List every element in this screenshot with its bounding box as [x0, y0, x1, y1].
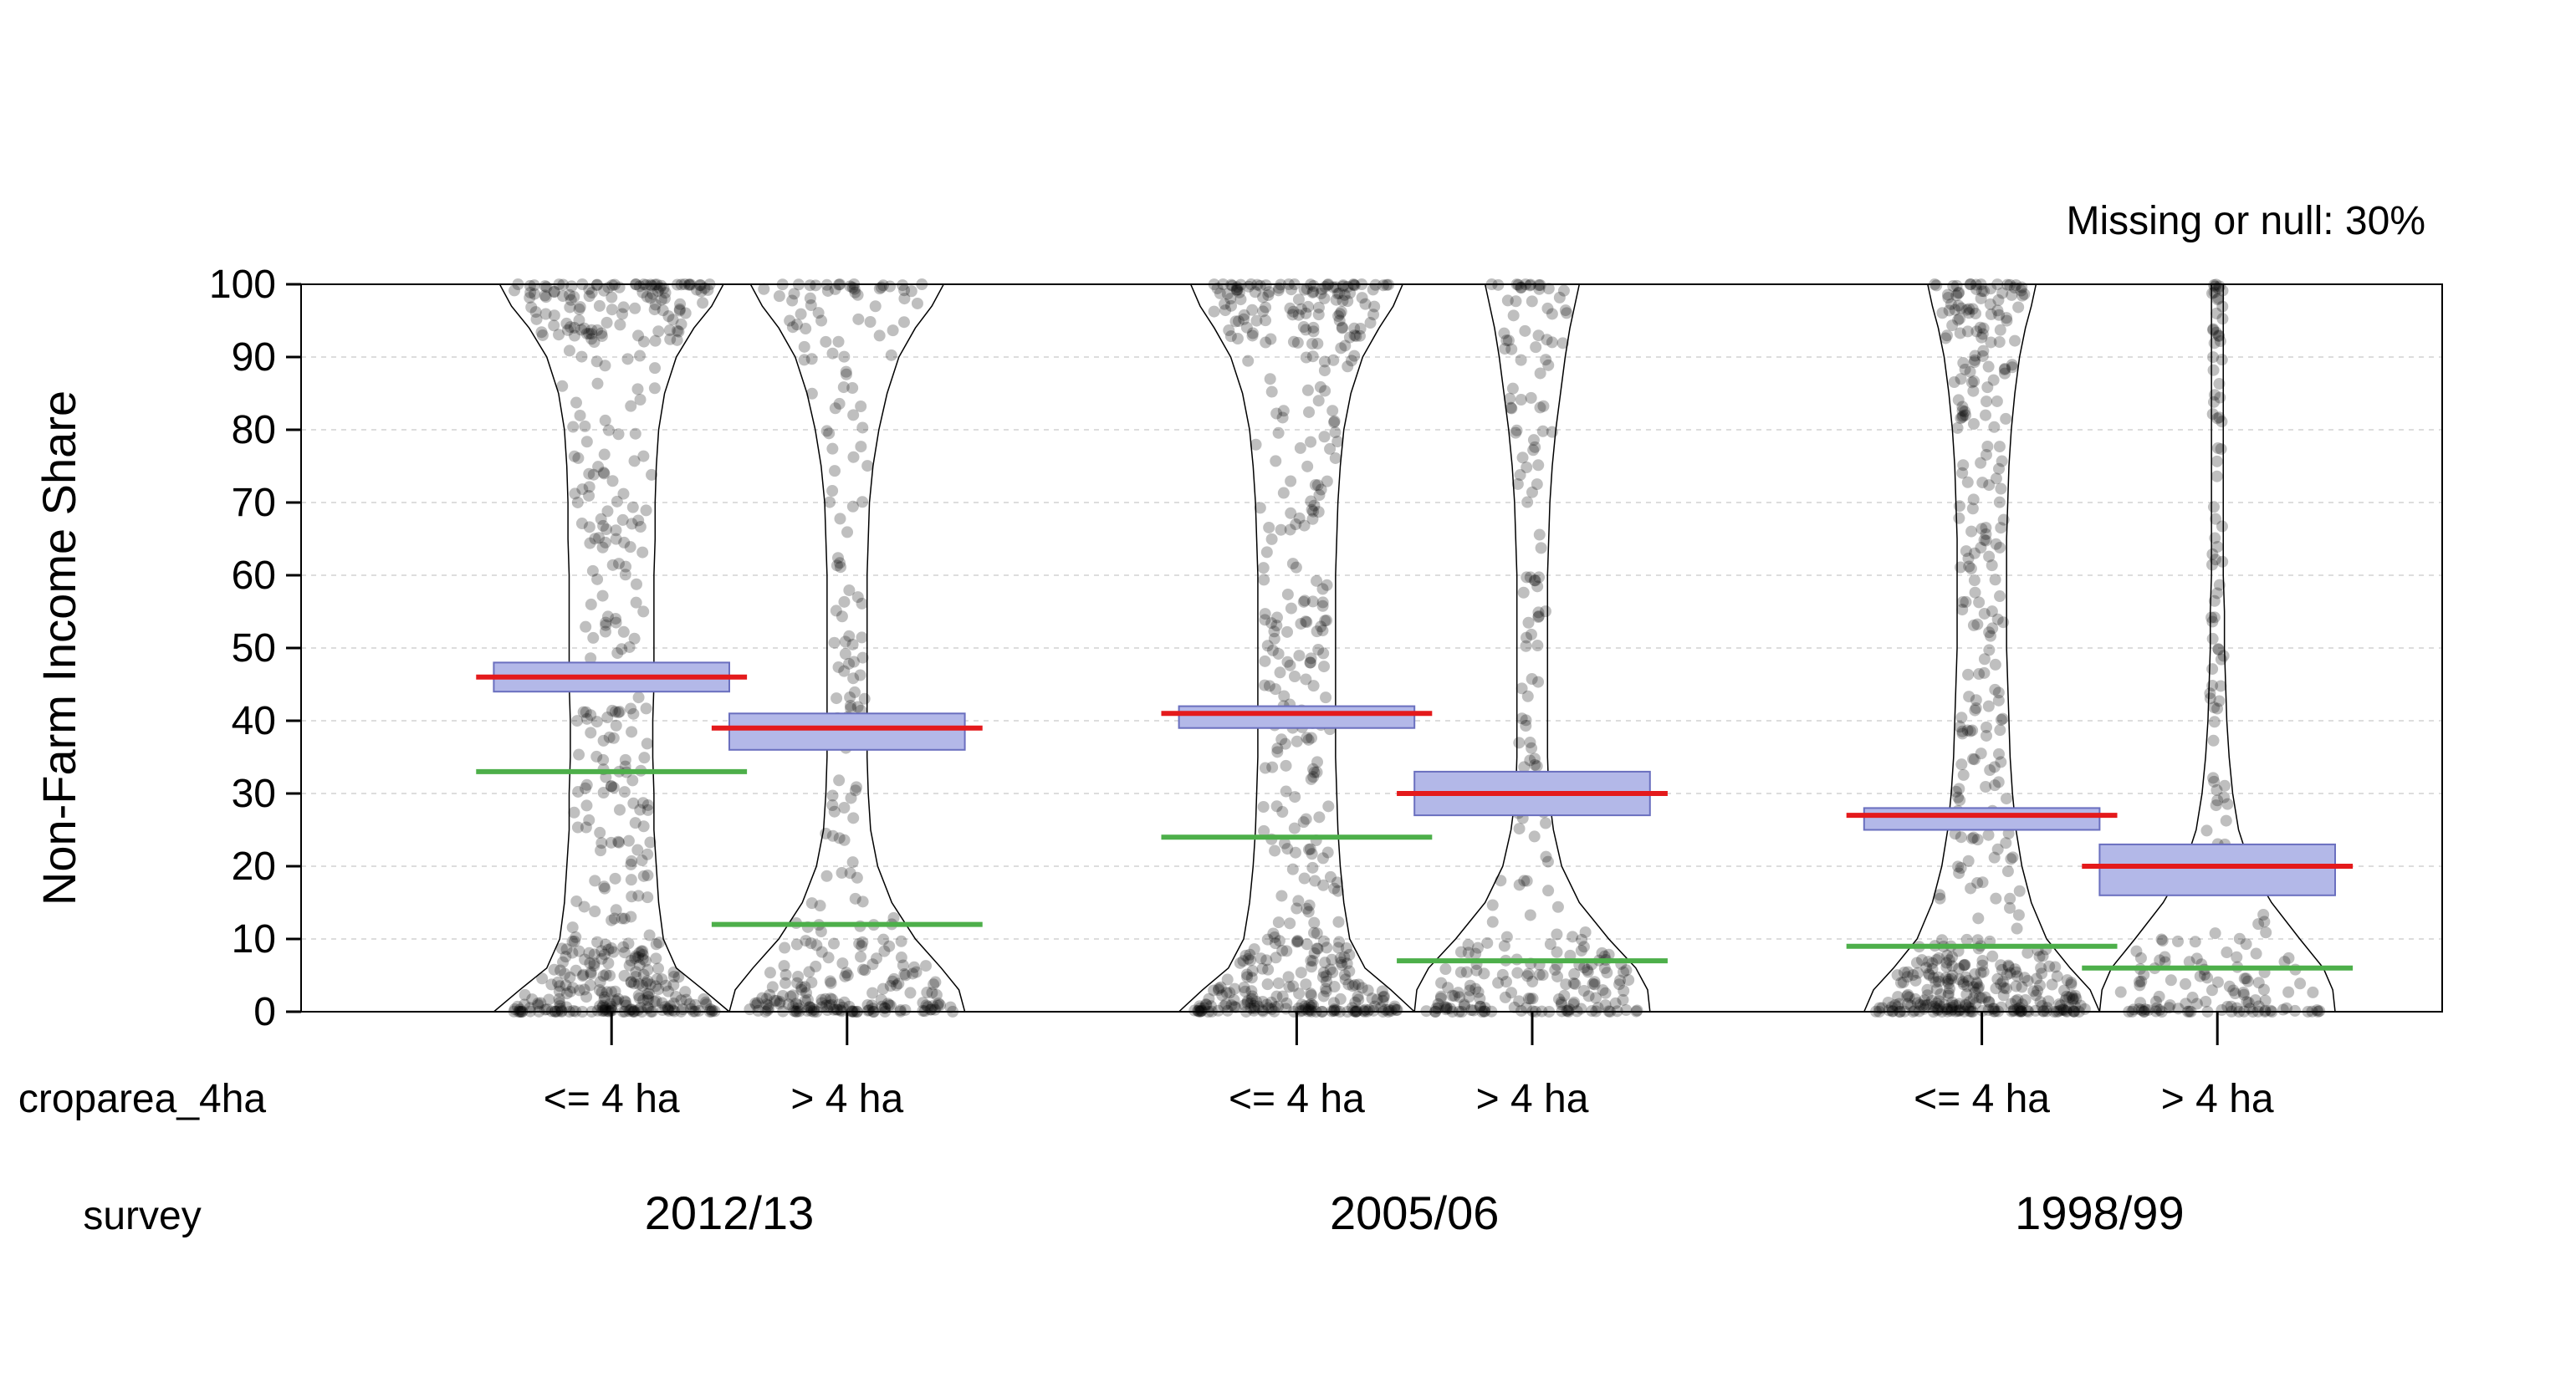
row-label-survey: survey	[83, 1194, 201, 1238]
y-tick-label: 20	[232, 844, 276, 889]
y-tick-label: 30	[232, 772, 276, 816]
y-tick-label: 50	[232, 626, 276, 671]
survey-label: 2012/13	[645, 1186, 814, 1239]
ci-box	[1179, 707, 1415, 728]
y-tick-label: 100	[209, 263, 276, 307]
ci-box	[2099, 844, 2335, 895]
y-tick-label: 70	[232, 481, 276, 525]
y-tick-label: 90	[232, 335, 276, 380]
y-tick-label: 10	[232, 917, 276, 962]
category-label: > 4 ha	[1476, 1077, 1589, 1121]
category-label: > 4 ha	[790, 1077, 903, 1121]
row-label-category: croparea_4ha	[18, 1077, 267, 1121]
y-tick-label: 80	[232, 408, 276, 452]
y-tick-label: 60	[232, 554, 276, 598]
category-label: > 4 ha	[2161, 1077, 2274, 1121]
ci-box	[1864, 808, 2100, 829]
missing-note: Missing or null: 30%	[2066, 199, 2425, 243]
survey-label: 2005/06	[1330, 1186, 1499, 1239]
survey-label: 1998/99	[2015, 1186, 2184, 1239]
category-label: <= 4 ha	[1229, 1077, 1365, 1121]
y-tick-label: 0	[253, 990, 276, 1034]
y-tick-label: 40	[232, 699, 276, 743]
ci-box	[729, 713, 965, 750]
category-label: <= 4 ha	[1914, 1077, 2050, 1121]
violin-chart: Missing or null: 30% 0 10 20 30 40 50 60 70 80 90 1…	[0, 0, 2576, 1398]
y-axis-label: Non-Farm Income Share	[33, 390, 85, 906]
category-label: <= 4 ha	[544, 1077, 680, 1121]
